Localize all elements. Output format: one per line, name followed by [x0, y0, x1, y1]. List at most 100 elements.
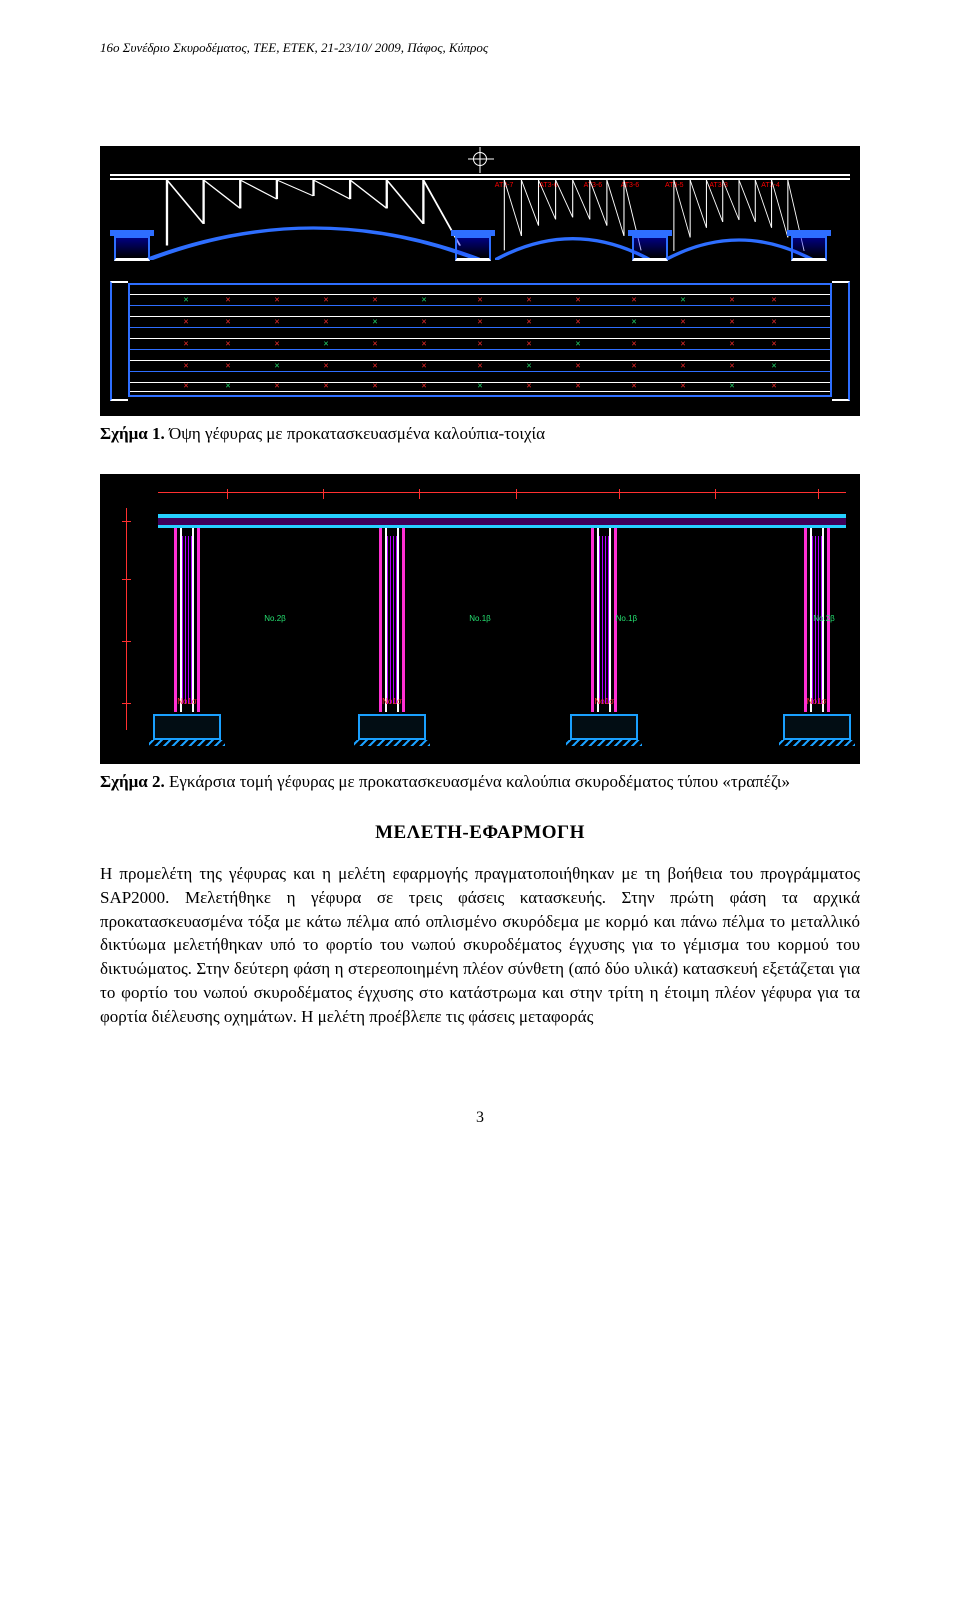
dim-tick — [323, 489, 324, 499]
cross-mark-icon: × — [420, 362, 429, 371]
cross-mark-icon: × — [224, 296, 233, 305]
cross-mark-icon: × — [525, 296, 534, 305]
cross-mark-icon: × — [630, 362, 639, 371]
span-label: No.2β — [264, 614, 286, 623]
body-paragraph: Η προμελέτη της γέφυρας και η μελέτη εφα… — [100, 862, 860, 1029]
foundation — [570, 714, 638, 740]
deck-beam — [158, 514, 846, 528]
dim-tick — [122, 703, 131, 704]
cross-mark-icon: × — [770, 318, 779, 327]
dim-tick — [227, 489, 228, 499]
figure-1-caption-text: Όψη γέφυρας με προκατασκευασμένα καλούπι… — [165, 424, 545, 443]
cross-mark-icon: × — [182, 382, 191, 391]
figure-1: ΑΤ2-7ΑΤ3-6ΑΤ3-6ΑΤ3-6ΑΤ3-5ΑΤ3-3ΑΤ3-4 ××××… — [100, 146, 860, 444]
cross-mark-icon: × — [182, 362, 191, 371]
cross-mark-icon: × — [525, 362, 534, 371]
cross-mark-icon: × — [525, 382, 534, 391]
dim-tick — [122, 579, 131, 580]
cross-mark-icon: × — [322, 340, 331, 349]
cross-mark-icon: × — [728, 340, 737, 349]
cross-mark-icon: × — [322, 318, 331, 327]
cross-mark-icon: × — [728, 318, 737, 327]
cross-mark-icon: × — [476, 340, 485, 349]
plan-end-right — [832, 281, 850, 401]
cross-mark-icon: × — [420, 296, 429, 305]
dim-tick — [516, 489, 517, 499]
cross-mark-icon: × — [728, 296, 737, 305]
dim-tick — [122, 521, 131, 522]
plan-grid: × × × × × × × × × × × × × × × × × × × × × × × × × × × × × × × × × × × × × × × ×… — [128, 283, 832, 397]
pier — [791, 233, 827, 261]
cross-mark-icon: × — [574, 318, 583, 327]
cross-mark-icon: × — [525, 340, 534, 349]
cross-mark-icon: × — [770, 362, 779, 371]
cross-mark-icon: × — [224, 318, 233, 327]
cross-mark-icon: × — [420, 382, 429, 391]
figure-1-caption-label: Σχήμα 1. — [100, 424, 165, 443]
section-heading: ΜΕΛΕΤΗ-ΕΦΑΡΜΟΓΗ — [100, 822, 860, 844]
cross-mark-icon: × — [182, 340, 191, 349]
grid-line — [130, 391, 830, 392]
foundation — [153, 714, 221, 740]
cross-mark-icon: × — [679, 318, 688, 327]
span-label: No.1β — [469, 614, 491, 623]
running-header: 16ο Συνέδριο Σκυροδέματος, ΤΕΕ, ΕΤΕΚ, 21… — [100, 40, 860, 56]
column-label: No1σ — [807, 697, 827, 706]
cross-mark-icon: × — [574, 296, 583, 305]
page-number: 3 — [100, 1109, 860, 1127]
cross-mark-icon: × — [371, 362, 380, 371]
cross-mark-icon: × — [770, 382, 779, 391]
cross-mark-icon: × — [728, 362, 737, 371]
cross-mark-icon: × — [371, 382, 380, 391]
cross-mark-icon: × — [476, 362, 485, 371]
dim-tick — [715, 489, 716, 499]
dim-tick — [818, 489, 819, 499]
figure-2-caption: Σχήμα 2. Εγκάρσια τομή γέφυρας με προκατ… — [100, 772, 860, 792]
cross-mark-icon: × — [224, 340, 233, 349]
cross-mark-icon: × — [574, 382, 583, 391]
cross-mark-icon: × — [476, 318, 485, 327]
dim-tick — [122, 641, 131, 642]
pier — [632, 233, 668, 261]
grid-line — [130, 327, 830, 328]
span-label: No.2β — [813, 614, 835, 623]
figure-1-diagram: ΑΤ2-7ΑΤ3-6ΑΤ3-6ΑΤ3-6ΑΤ3-5ΑΤ3-3ΑΤ3-4 ××××… — [100, 146, 860, 416]
cross-mark-icon: × — [182, 296, 191, 305]
figure-2: No1σ No1σ No1σ No1σ No.2β No.1β No.1β No.2β Σχή… — [100, 474, 860, 792]
foundation — [783, 714, 851, 740]
cross-mark-icon: × — [679, 340, 688, 349]
cross-mark-icon: × — [322, 362, 331, 371]
center-mark-icon — [473, 152, 487, 166]
figure-2-caption-text: Εγκάρσια τομή γέφυρας με προκατασκευασμέ… — [165, 772, 790, 791]
cross-mark-icon: × — [224, 382, 233, 391]
cross-mark-icon: × — [630, 340, 639, 349]
arch — [147, 180, 480, 260]
column — [379, 528, 405, 712]
figure-1-caption: Σχήμα 1. Όψη γέφυρας με προκατασκευασμέν… — [100, 424, 860, 444]
column-label: No1σ — [594, 697, 614, 706]
cross-mark-icon: × — [630, 382, 639, 391]
column-label: No1σ — [177, 697, 197, 706]
cross-mark-icon: × — [770, 340, 779, 349]
figure-2-caption-label: Σχήμα 2. — [100, 772, 165, 791]
cross-mark-icon: × — [273, 382, 282, 391]
cross-mark-icon: × — [322, 382, 331, 391]
span-label: No.1β — [616, 614, 638, 623]
cross-mark-icon: × — [476, 296, 485, 305]
cross-mark-icon: × — [630, 318, 639, 327]
cross-mark-icon: × — [630, 296, 639, 305]
cross-mark-icon: × — [371, 318, 380, 327]
figure-2-diagram: No1σ No1σ No1σ No1σ No.2β No.1β No.1β No.2β — [100, 474, 860, 764]
dim-line-left — [114, 508, 144, 730]
page: 16ο Συνέδριο Σκυροδέματος, ΤΕΕ, ΕΤΕΚ, 21… — [0, 0, 960, 1187]
cross-mark-icon: × — [371, 340, 380, 349]
dim-tick — [619, 489, 620, 499]
column — [591, 528, 617, 712]
pier — [114, 233, 150, 261]
cross-mark-icon: × — [770, 296, 779, 305]
cross-mark-icon: × — [476, 382, 485, 391]
column-label: No1σ — [382, 697, 402, 706]
cross-mark-icon: × — [728, 382, 737, 391]
cross-mark-icon: × — [679, 296, 688, 305]
arch — [495, 180, 650, 260]
